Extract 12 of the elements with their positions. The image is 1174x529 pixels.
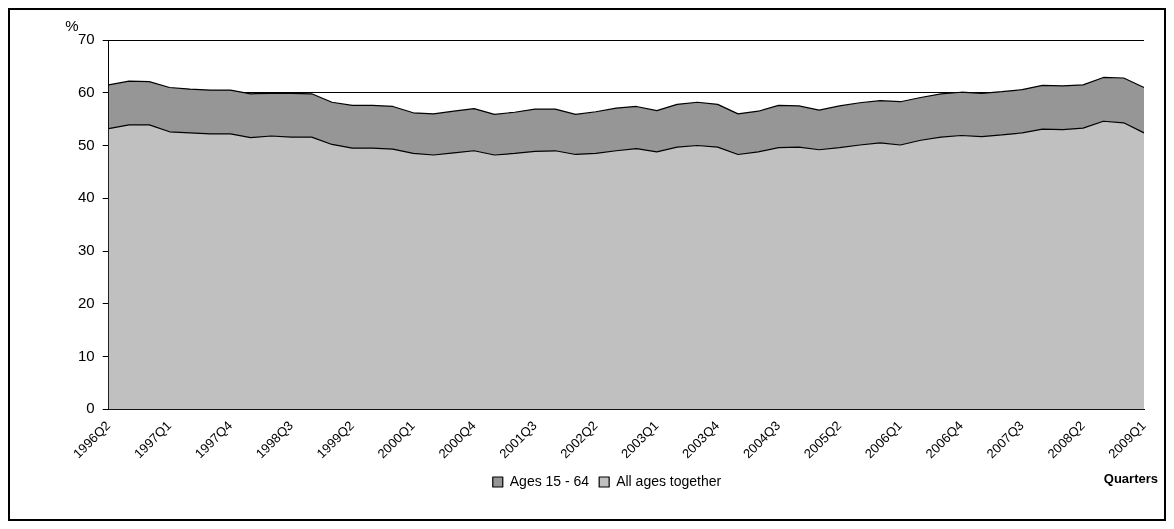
y-tick-label: 20 — [78, 293, 95, 311]
legend-label: All ages together — [616, 472, 722, 489]
y-tick-label: 40 — [78, 188, 95, 206]
legend-label: Ages 15 - 64 — [509, 472, 590, 489]
x-axis-title: Quarters — [1103, 470, 1158, 486]
y-axis-title: % — [65, 16, 79, 34]
y-tick-label: 0 — [86, 399, 95, 417]
y-tick-label: 10 — [78, 346, 95, 364]
y-tick-label: 60 — [78, 82, 95, 100]
y-tick-label: 50 — [78, 135, 95, 153]
y-tick-label: 70 — [78, 30, 95, 48]
y-tick-label: 30 — [78, 241, 95, 259]
